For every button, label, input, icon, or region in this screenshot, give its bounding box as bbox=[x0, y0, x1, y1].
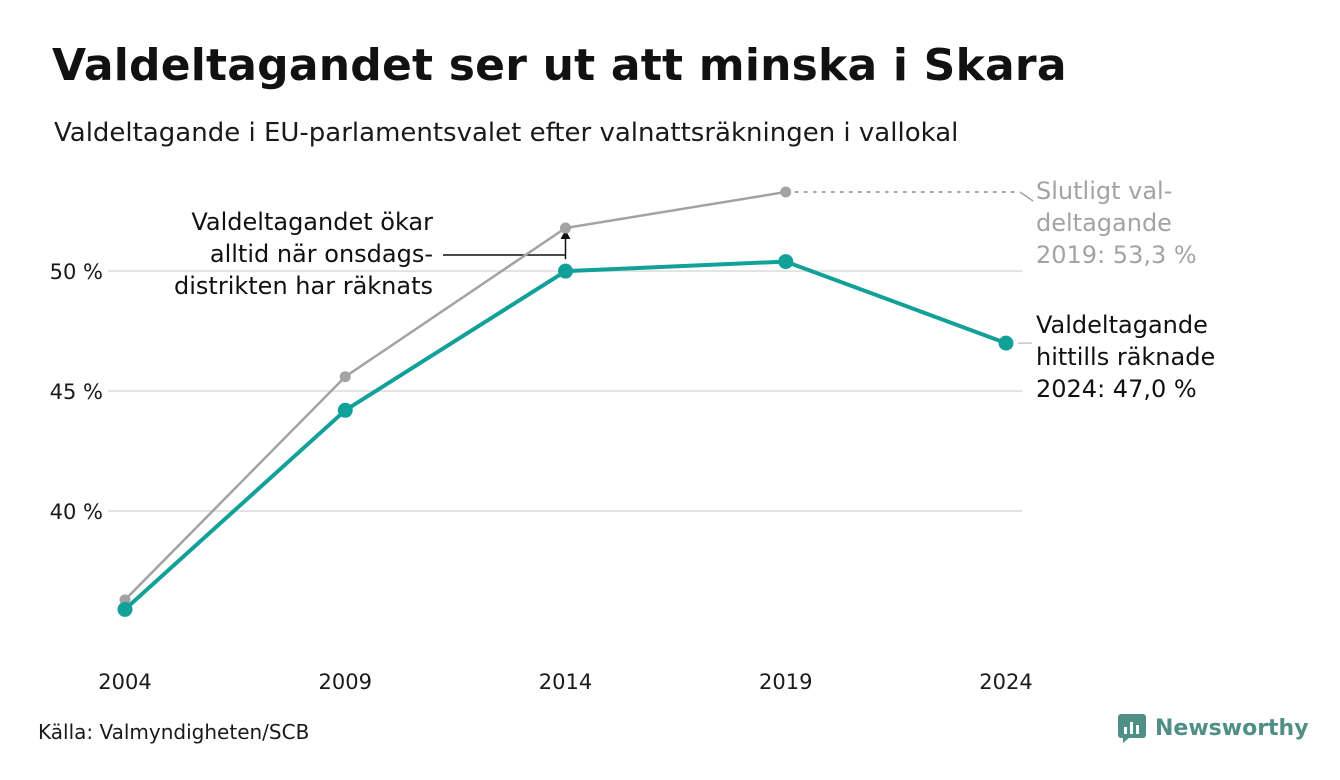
source-note: Källa: Valmyndigheten/SCB bbox=[38, 720, 310, 744]
y-tick-label: 40 % bbox=[50, 500, 103, 524]
annotation-counted-line: Valdeltagande bbox=[1036, 311, 1208, 339]
annotation-leaders bbox=[443, 191, 1034, 344]
annotation-final-line: Slutligt val- bbox=[1036, 177, 1172, 205]
annotation-final-line: 2019: 53,3 % bbox=[1036, 241, 1197, 269]
y-tick-label: 45 % bbox=[50, 380, 103, 404]
x-tick-label: 2004 bbox=[98, 670, 151, 694]
note-arrow-head bbox=[560, 229, 571, 239]
x-axis-labels: 2004 2009 2014 2019 2024 bbox=[98, 670, 1032, 694]
brand-logo[interactable]: Newsworthy bbox=[1117, 713, 1309, 743]
chart-subtitle: Valdeltagande i EU-parlamentsvalet efter… bbox=[54, 118, 959, 148]
annotation-note-line: distrikten har räknats bbox=[174, 272, 433, 300]
data-point-counted bbox=[778, 254, 794, 270]
data-point-final bbox=[560, 222, 571, 234]
annotations: Slutligt val-deltagande 2019: 53,3 % Valde… bbox=[174, 177, 1215, 403]
x-tick-label: 2019 bbox=[759, 670, 812, 694]
series-line-final bbox=[124, 190, 786, 601]
y-axis-labels: 40 % 45 % 50 % bbox=[50, 260, 103, 524]
gridlines bbox=[108, 270, 1022, 513]
final-leader-tick bbox=[1019, 191, 1034, 202]
annotation-counted-line: hittills räknade bbox=[1036, 343, 1215, 371]
chart-title: Valdeltagandet ser ut att minska i Skara bbox=[52, 40, 1067, 91]
data-point-final bbox=[339, 371, 351, 383]
x-tick-label: 2014 bbox=[539, 670, 592, 694]
data-point-counted bbox=[558, 263, 573, 279]
data-point-counted bbox=[998, 335, 1014, 351]
data-point-counted bbox=[117, 601, 133, 617]
annotation-note-line: alltid när onsdags- bbox=[210, 240, 433, 268]
annotation-note-line: Valdeltagandet ökar bbox=[191, 208, 433, 236]
data-point-final bbox=[780, 186, 792, 198]
x-tick-label: 2024 bbox=[979, 670, 1032, 694]
x-tick-label: 2009 bbox=[319, 670, 372, 694]
annotation-final-line: deltagande bbox=[1036, 209, 1172, 237]
brand-name: Newsworthy bbox=[1155, 715, 1309, 741]
annotation-counted-line: 2024: 47,0 % bbox=[1036, 375, 1197, 403]
series-points bbox=[117, 186, 1014, 617]
data-point-counted bbox=[337, 402, 353, 418]
y-tick-label: 50 % bbox=[50, 260, 103, 284]
series-line-counted bbox=[123, 259, 1007, 611]
newsworthy-logo-icon bbox=[1118, 714, 1146, 743]
